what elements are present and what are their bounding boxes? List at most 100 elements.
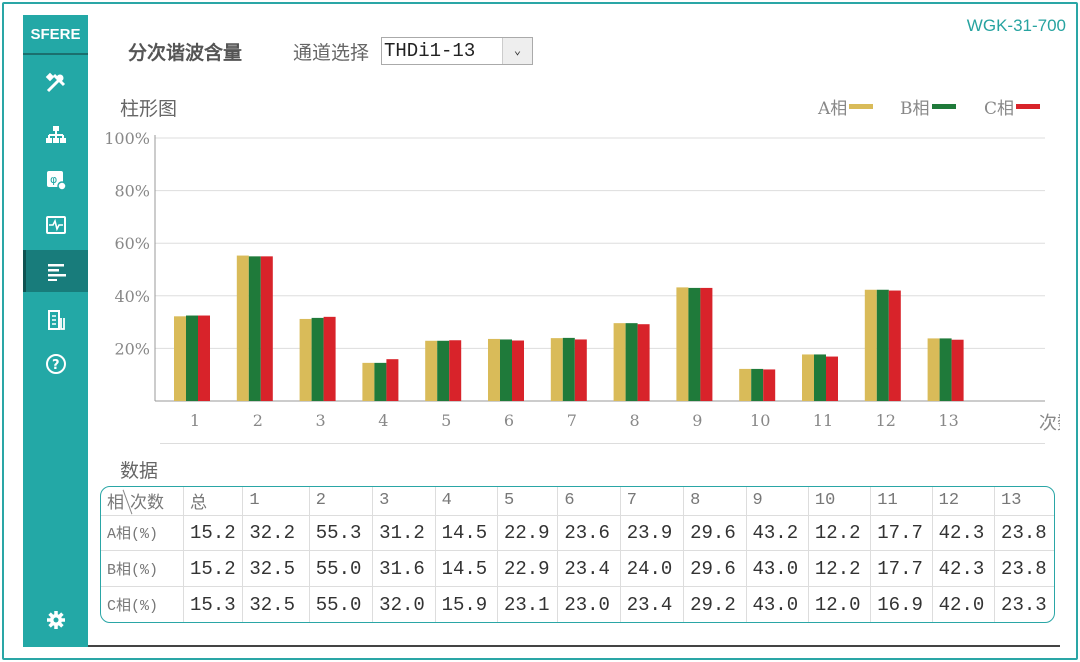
page-title: 分次谐波含量	[128, 42, 243, 64]
data-section-label: 数据	[120, 460, 159, 482]
table-cell: 15.2	[183, 515, 244, 552]
column-header: 8	[683, 487, 747, 516]
chevron-down-icon[interactable]: ⌄	[502, 38, 532, 64]
bar-c	[198, 315, 210, 401]
table-cell: 12.2	[808, 515, 872, 552]
row-label: A相(%)	[101, 515, 185, 552]
x-tick-label: 13	[938, 411, 958, 430]
table-cell: 32.2	[242, 515, 310, 552]
y-tick-label: 100%	[104, 129, 150, 148]
corner-right-label: 次数	[130, 494, 164, 514]
x-axis-label: 次数	[1039, 413, 1060, 434]
row-label: B相(%)	[101, 550, 185, 588]
bar-a	[174, 316, 186, 401]
nav-harmonic-bars[interactable]	[23, 250, 88, 292]
bar-c	[763, 369, 776, 401]
x-tick-label: 1	[190, 411, 200, 430]
table-cell: 55.3	[309, 515, 374, 552]
bar-c	[260, 256, 273, 401]
table-cell: 32.5	[242, 586, 310, 622]
table-cell: 31.2	[372, 515, 436, 552]
bar-b	[186, 315, 198, 401]
table-cell: 23.8	[994, 515, 1054, 552]
table-cell: 55.0	[309, 550, 374, 588]
column-header: 7	[620, 487, 685, 516]
bar-a	[362, 362, 375, 401]
column-header: 1	[242, 487, 310, 516]
bar-a	[676, 287, 689, 401]
bar-c	[449, 340, 462, 401]
legend-c-swatch	[1016, 104, 1041, 109]
legend-c-label: C相	[984, 99, 1015, 119]
table-cell: 43.0	[746, 586, 809, 622]
bar-b	[939, 338, 952, 401]
nav-tools[interactable]	[23, 63, 88, 103]
nav-waveform[interactable]	[23, 205, 88, 245]
bar-a	[613, 323, 626, 401]
nav-help[interactable]: ?	[23, 344, 88, 384]
report-icon	[47, 310, 65, 330]
gear-icon	[46, 611, 65, 629]
table-cell: 14.5	[435, 515, 498, 552]
table-cell: 43.2	[746, 515, 809, 552]
table-cell: 14.5	[435, 550, 498, 588]
corner-left-label: 相	[107, 494, 124, 514]
x-tick-label: 10	[750, 411, 770, 430]
bar-c	[700, 287, 713, 401]
table-cell: 23.9	[620, 515, 685, 552]
bar-b	[562, 337, 575, 401]
table-cell: 29.6	[683, 550, 747, 588]
x-tick-label: 9	[692, 411, 702, 430]
column-header: 3	[372, 487, 436, 516]
corner-header: 相次数	[101, 487, 185, 516]
table-cell: 23.1	[497, 586, 559, 622]
table-cell: 24.0	[620, 550, 685, 588]
row-label: C相(%)	[101, 586, 185, 622]
table-cell: 15.3	[183, 586, 244, 622]
column-header: 5	[497, 487, 559, 516]
tools-icon	[45, 72, 65, 93]
table-cell: 22.9	[497, 550, 559, 588]
table-cell: 23.6	[557, 515, 621, 552]
y-tick-label: 60%	[114, 234, 150, 253]
bar-b	[751, 368, 764, 401]
bar-a	[488, 338, 500, 401]
table-cell: 17.7	[870, 515, 933, 552]
y-tick-label: 20%	[114, 339, 150, 358]
bar-b	[876, 289, 889, 401]
channel-select[interactable]: THDi1-13 ⌄	[381, 37, 533, 65]
table-cell: 23.4	[557, 550, 621, 588]
sidebar: SFERE φ	[23, 15, 88, 647]
x-tick-label: 5	[441, 411, 451, 430]
bar-b	[374, 362, 387, 401]
bar-c	[951, 339, 964, 401]
bar-b	[625, 323, 638, 401]
bar-c	[574, 339, 587, 401]
column-header: 6	[557, 487, 621, 516]
bar-a	[802, 354, 814, 401]
column-header: 12	[932, 487, 996, 516]
svg-text:?: ?	[52, 358, 60, 373]
legend-a: A相	[818, 94, 874, 119]
bottom-border	[88, 645, 1060, 647]
nav-network[interactable]	[23, 115, 88, 155]
nav-phase-meter[interactable]: φ	[23, 160, 88, 200]
x-tick-label: 6	[504, 411, 514, 430]
bar-c	[323, 316, 336, 401]
section-divider	[160, 443, 1045, 444]
x-tick-label: 8	[630, 411, 640, 430]
bar-a	[236, 255, 249, 401]
nav-report[interactable]	[23, 300, 88, 340]
bar-c	[888, 290, 901, 401]
bar-b	[814, 354, 826, 401]
table-cell: 31.6	[372, 550, 436, 588]
bar-a	[550, 338, 563, 401]
table-cell: 12.2	[808, 550, 872, 588]
bar-b	[437, 340, 450, 401]
bar-a	[299, 318, 312, 401]
bar-a	[927, 338, 940, 401]
table-row: C相(%) 15.3 32.5 55.0 32.0 15.9 23.1 23.0 23.4 29.…	[101, 586, 1054, 622]
nav-settings[interactable]	[23, 600, 88, 640]
table-cell: 55.0	[309, 586, 374, 622]
